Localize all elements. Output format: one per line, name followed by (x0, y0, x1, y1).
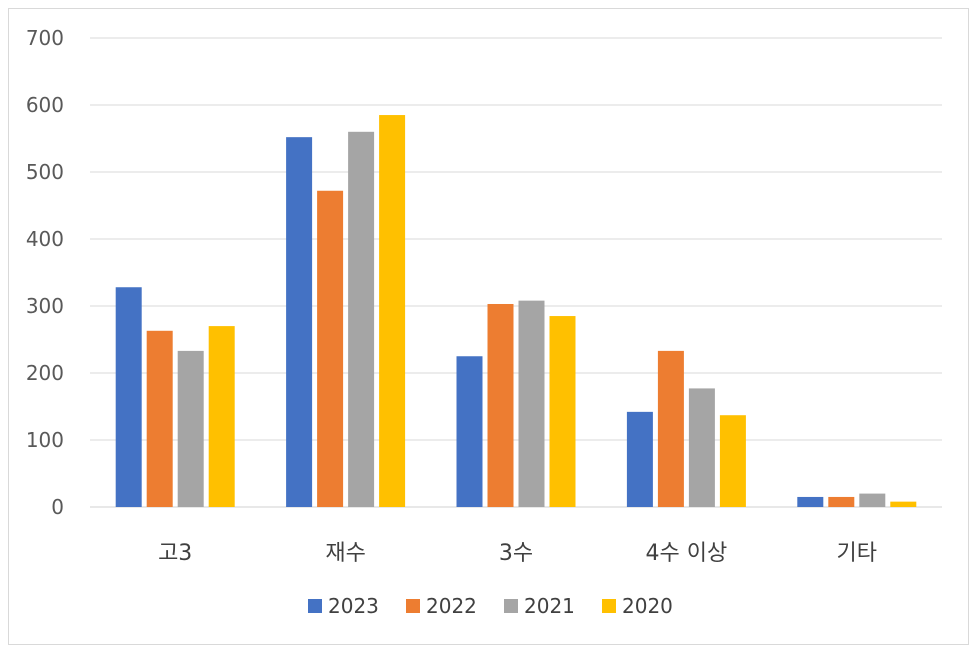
x-category-label: 재수 (325, 541, 365, 566)
x-category-label: 4수 이상 (646, 541, 728, 566)
bar-2020-0 (208, 326, 235, 507)
bar-2023-4 (797, 496, 824, 507)
y-tick-label: 600 (26, 93, 64, 117)
bar-2023-0 (115, 287, 142, 507)
x-category-label: 기타 (837, 541, 877, 566)
x-axis-categories: 고3 재수 3수 4수 이상 기타 (158, 541, 877, 566)
legend: 2023 2022 2021 2020 (308, 594, 673, 618)
bar-2021-3 (688, 388, 715, 507)
legend-label: 2022 (426, 594, 477, 618)
y-tick-label: 700 (26, 26, 64, 50)
bar-2023-3 (626, 411, 653, 507)
y-tick-label: 200 (26, 361, 64, 385)
legend-swatch-2022 (406, 599, 420, 613)
y-tick-label: 100 (26, 428, 64, 452)
bar-2021-2 (518, 300, 545, 507)
bar-2022-2 (487, 303, 514, 507)
bar-2022-3 (657, 350, 684, 507)
bar-2022-1 (317, 190, 344, 507)
legend-label: 2023 (328, 594, 379, 618)
y-tick-label: 500 (26, 160, 64, 184)
legend-label: 2020 (622, 594, 673, 618)
legend-swatch-2023 (308, 599, 322, 613)
y-tick-label: 0 (51, 495, 64, 519)
bar-2020-1 (379, 115, 406, 508)
y-tick-label: 400 (26, 227, 64, 251)
bar-2020-4 (890, 501, 917, 507)
bar-2021-4 (859, 493, 886, 507)
legend-label: 2021 (524, 594, 575, 618)
bar-2020-2 (549, 316, 576, 507)
x-category-label: 고3 (158, 541, 192, 566)
x-category-label: 3수 (499, 541, 533, 566)
bar-2022-0 (146, 330, 173, 507)
y-tick-label: 300 (26, 294, 64, 318)
bars (115, 115, 917, 508)
legend-swatch-2021 (504, 599, 518, 613)
bar-2023-2 (456, 356, 483, 507)
y-axis-ticks: 0 100 200 300 400 500 600 700 (26, 26, 64, 519)
bar-2022-4 (828, 496, 855, 507)
bar-2020-3 (719, 415, 746, 507)
legend-swatch-2020 (602, 599, 616, 613)
bar-2023-1 (286, 137, 313, 507)
bar-2021-0 (177, 350, 204, 507)
bar-2021-1 (348, 131, 375, 508)
